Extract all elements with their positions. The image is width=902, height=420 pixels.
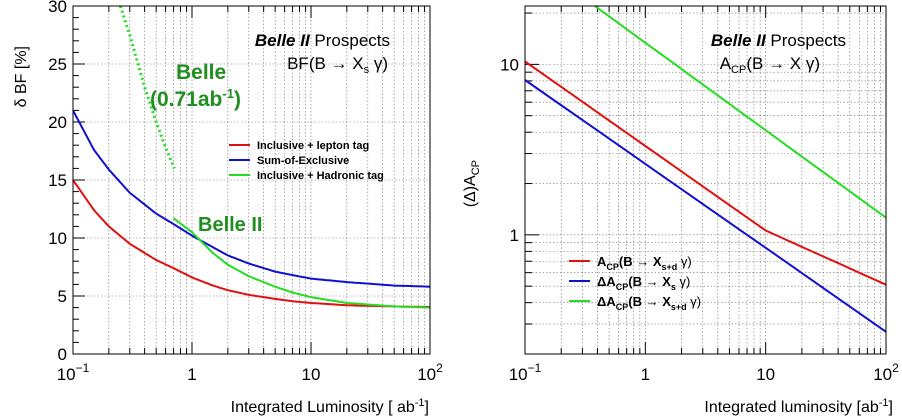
bf-y-tick-label: 15 <box>48 171 67 190</box>
bf-title-process: BF(B → Xs γ) <box>287 54 388 76</box>
bf-y-tick-label: 10 <box>48 229 67 248</box>
acp-y-tick-label: 10 <box>500 55 519 74</box>
bf-series <box>72 5 431 309</box>
acp-series-line-0 <box>524 60 887 286</box>
acp-legend-item-delta-sd: ΔACP(B → Xs+d γ) <box>569 294 701 312</box>
bf-series-line-0 <box>72 179 430 308</box>
svg-text:ΔACP(B → Xs+d γ): ΔACP(B → Xs+d γ) <box>597 294 701 312</box>
bf-y-tick-label: 0 <box>58 345 67 364</box>
bf-legend-item-hadronic: Inclusive + Hadronic tag <box>229 170 384 182</box>
acp-title-prospects: Belle II Prospects <box>711 31 846 50</box>
bf-y-tick-label: 30 <box>48 0 67 16</box>
bf-x-tick-label: 102 <box>417 361 443 384</box>
acp-x-axis-label: Integrated luminosity [ab-1] <box>704 397 893 416</box>
bf-legend-item-sum-exclusive: Sum-of-Exclusive <box>229 155 349 167</box>
bf-plot-frame <box>72 5 431 355</box>
acp-y-axis-label: (Δ)ACP <box>462 160 482 207</box>
belle-annotation-line2: (0.71ab-1) <box>150 86 241 111</box>
bf-y-tick-label: 25 <box>48 55 67 74</box>
acp-plot-frame <box>524 5 887 355</box>
acp-legend-item-acp: ACP(B → Xs+d γ) <box>569 254 692 272</box>
svg-text:ΔACP(B → Xs γ): ΔACP(B → Xs γ) <box>597 274 690 292</box>
bf-x-tick-label: 10−1 <box>57 361 90 384</box>
bf-y-tick-label: 20 <box>48 113 67 132</box>
svg-text:ACP(B → Xs+d γ): ACP(B → Xs+d γ) <box>597 254 692 272</box>
acp-ticks: 10−1 1 10 102 1 10 <box>500 6 899 384</box>
acp-legend-item-delta-s: ΔACP(B → Xs γ) <box>569 274 690 292</box>
acp-panel: 10−1 1 10 102 1 10 (Δ)ACP Integrated luminosi… <box>462 5 899 416</box>
bf-series-line-3 <box>118 5 176 169</box>
acp-x-tick-label: 102 <box>873 361 899 384</box>
bf-x-tick-label: 10 <box>302 365 321 384</box>
bf-x-tick-label: 1 <box>187 365 196 384</box>
acp-legend: ACP(B → Xs+d γ) ΔACP(B → Xs γ) ΔACP(B → … <box>569 254 701 312</box>
bf-legend: Inclusive + lepton tag Sum-of-Exclusive … <box>229 140 384 182</box>
acp-x-tick-label: 1 <box>641 365 650 384</box>
acp-series <box>524 5 887 333</box>
acp-x-tick-label: 10−1 <box>509 361 542 384</box>
belle-annotation-line1: Belle <box>176 61 226 84</box>
bf-x-axis-label: Integrated Luminosity [ ab-1] <box>231 397 429 416</box>
bf-series-line-2 <box>173 217 431 309</box>
bf-y-axis-label: δ BF [%] <box>13 46 30 107</box>
acp-title-process: ACP(B → X γ) <box>720 54 820 76</box>
acp-y-tick-label: 1 <box>510 226 519 245</box>
acp-x-tick-label: 10 <box>756 365 775 384</box>
acp-series-line-1 <box>524 79 887 333</box>
bf-title-prospects: Belle II Prospects <box>255 31 390 50</box>
svg-text:Sum-of-Exclusive: Sum-of-Exclusive <box>257 155 349 167</box>
bf-ticks: 10−1 1 10 102 0 5 10 15 20 25 30 <box>48 0 443 384</box>
acp-series-line-2 <box>594 5 887 219</box>
svg-text:Inclusive + lepton tag: Inclusive + lepton tag <box>257 140 369 152</box>
bf-legend-item-lepton: Inclusive + lepton tag <box>229 140 369 152</box>
bf-y-tick-label: 5 <box>58 287 67 306</box>
bf-series-line-1 <box>72 109 431 288</box>
svg-text:Inclusive + Hadronic tag: Inclusive + Hadronic tag <box>257 170 384 182</box>
bf-panel: 10−1 1 10 102 0 5 10 15 20 25 30 δ BF [%] Integrat… <box>13 0 443 416</box>
belle2-annotation: Belle II <box>198 214 262 236</box>
